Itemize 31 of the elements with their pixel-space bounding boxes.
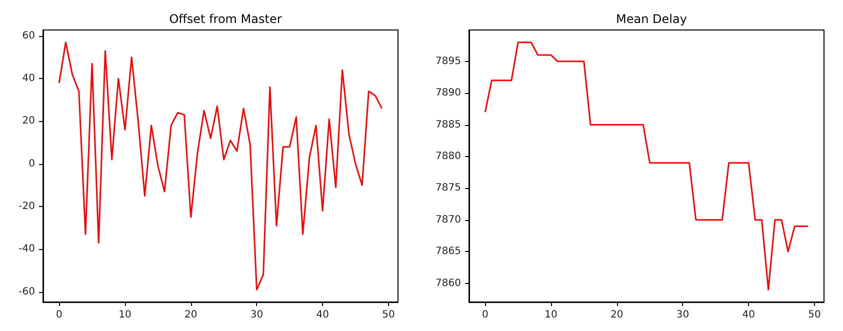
x-tick-label: 50 bbox=[382, 310, 395, 320]
y-tick-label: 7885 bbox=[436, 119, 461, 130]
y-tick-label: 7880 bbox=[436, 150, 461, 162]
x-tick-label: 0 bbox=[482, 310, 488, 320]
y-tick-label: 60 bbox=[22, 30, 35, 42]
x-tick-label: 10 bbox=[544, 310, 558, 320]
x-tick-label: 30 bbox=[676, 310, 690, 320]
y-tick-label: 20 bbox=[22, 116, 35, 127]
x-tick-label: 10 bbox=[118, 310, 132, 320]
chart-title: Offset from Master bbox=[169, 12, 282, 26]
y-tick-label: 0 bbox=[28, 158, 35, 170]
chart-title: Mean Delay bbox=[616, 12, 687, 26]
x-tick-label: 20 bbox=[610, 310, 624, 320]
y-tick-label: 7870 bbox=[436, 214, 461, 226]
y-tick-label: 7860 bbox=[436, 278, 461, 289]
y-tick-label: 7865 bbox=[436, 246, 461, 258]
y-tick-label: 7875 bbox=[436, 182, 461, 194]
y-tick-label: 7895 bbox=[436, 56, 461, 67]
line-series bbox=[484, 42, 809, 290]
x-tick-label: 40 bbox=[316, 310, 329, 320]
x-tick-label: 20 bbox=[184, 310, 198, 320]
x-tick-label: 50 bbox=[808, 310, 821, 320]
y-tick-label: -20 bbox=[18, 201, 35, 212]
x-tick-label: 30 bbox=[250, 310, 264, 320]
y-tick-label: -60 bbox=[18, 286, 35, 298]
y-tick-label: 7890 bbox=[436, 88, 461, 99]
y-tick-label: 40 bbox=[22, 73, 35, 84]
x-tick-label: 40 bbox=[742, 310, 755, 320]
line-series bbox=[58, 42, 383, 290]
x-tick-label: 0 bbox=[56, 310, 62, 320]
y-tick-label: -40 bbox=[18, 244, 35, 255]
